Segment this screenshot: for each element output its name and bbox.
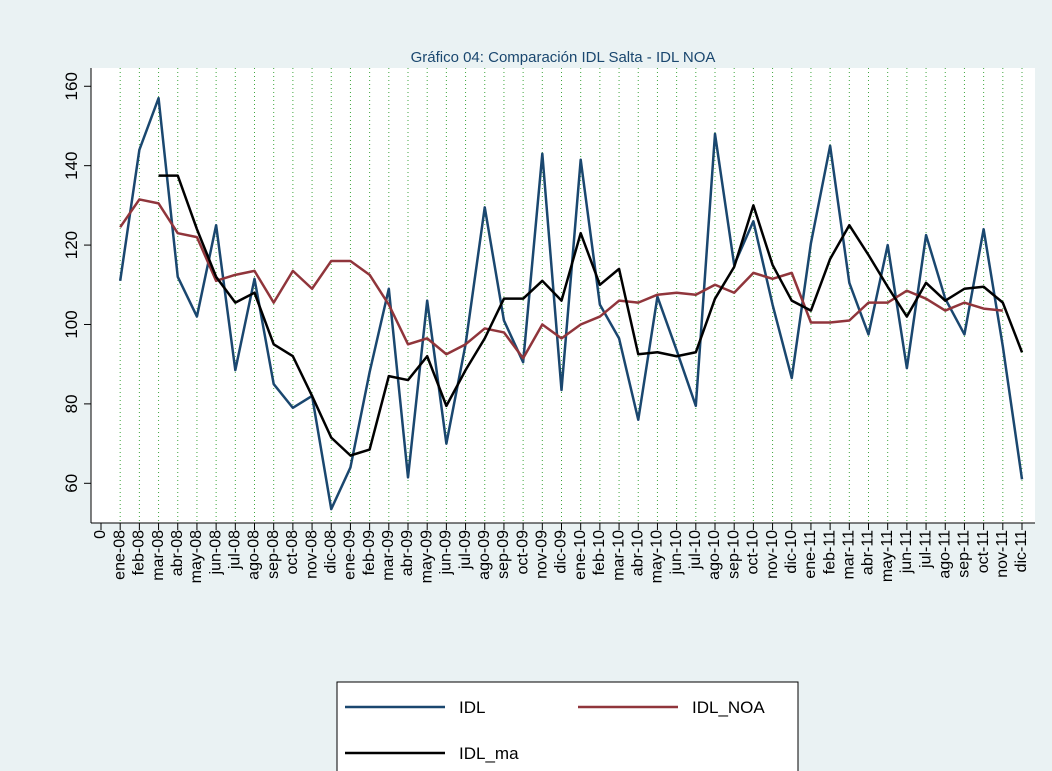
- x-tick-label: jul-10: [687, 530, 704, 570]
- x-tick-label: jul-11: [917, 530, 934, 569]
- x-tick-label: mar-10: [610, 530, 627, 581]
- legend-label: IDL: [459, 698, 485, 717]
- x-tick-label: ago-11: [936, 530, 953, 579]
- x-tick-label: nov-11: [994, 530, 1011, 578]
- x-tick-label: oct-08: [284, 530, 301, 575]
- x-tick-label: jun-09: [438, 530, 455, 576]
- y-tick-label: 160: [62, 72, 81, 100]
- x-tick-label: dic-09: [553, 530, 570, 574]
- y-tick-label: 100: [62, 310, 81, 338]
- x-tick-label: abr-08: [169, 530, 186, 576]
- x-tick-label: ago-08: [246, 530, 263, 580]
- x-tick-label: sep-09: [495, 530, 512, 579]
- x-tick-label: may-11: [879, 530, 896, 582]
- x-tick-label: abr-09: [399, 530, 416, 576]
- x-tick-label: 0: [92, 530, 109, 539]
- legend: IDL IDL_NOA IDL_ma: [336, 681, 799, 771]
- legend-box: [336, 681, 799, 771]
- x-tick-label: dic-11: [1013, 530, 1030, 572]
- legend-label: IDL_ma: [459, 744, 519, 763]
- y-tick-label: 60: [62, 474, 81, 493]
- series-line: [119, 198, 1003, 360]
- x-tick-label: nov-10: [764, 530, 781, 579]
- x-tick-label: dic-08: [322, 530, 339, 574]
- x-tick-label: ene-11: [802, 530, 819, 579]
- x-tick-label: oct-11: [975, 530, 992, 573]
- x-tick-label: nov-09: [534, 530, 551, 579]
- x-tick-label: jun-11: [898, 530, 915, 574]
- y-tick-label: 80: [62, 394, 81, 413]
- x-tick-label: mar-11: [841, 530, 858, 580]
- x-tick-label: mar-08: [150, 530, 167, 581]
- x-tick-label: nov-08: [303, 530, 320, 579]
- series-line: [158, 174, 1024, 457]
- x-tick-label: may-09: [418, 530, 435, 583]
- x-tick-label: mar-09: [380, 530, 397, 581]
- y-tick-label: 120: [62, 231, 81, 259]
- x-tick-label: dic-10: [783, 530, 800, 574]
- x-tick-label: jun-10: [668, 530, 685, 576]
- x-tick-label: may-10: [649, 530, 666, 583]
- y-tick-label: 140: [62, 151, 81, 179]
- x-tick-label: sep-11: [956, 530, 973, 578]
- x-tick-label: ago-10: [706, 530, 723, 580]
- x-tick-label: ene-09: [342, 530, 359, 580]
- x-tick-label: jul-09: [457, 530, 474, 570]
- x-tick-label: abr-11: [860, 530, 877, 575]
- chart-title: Gráfico 04: Comparación IDL Salta - IDL …: [411, 49, 716, 66]
- x-tick-label: ago-09: [476, 530, 493, 580]
- x-tick-label: feb-11: [821, 530, 838, 574]
- x-tick-label: oct-09: [514, 530, 531, 575]
- x-tick-label: may-08: [188, 530, 205, 583]
- x-tick-label: ene-10: [572, 530, 589, 580]
- x-tick-label: ene-08: [111, 530, 128, 580]
- x-tick-label: feb-08: [131, 530, 148, 575]
- legend-label: IDL_NOA: [692, 698, 765, 717]
- x-tick-label: feb-10: [591, 530, 608, 575]
- x-tick-label: sep-10: [725, 530, 742, 579]
- x-tick-label: oct-10: [745, 530, 762, 575]
- series-line: [118, 96, 1024, 511]
- x-tick-label: sep-08: [265, 530, 282, 579]
- x-tick-label: jul-08: [227, 530, 244, 570]
- x-tick-label: feb-09: [361, 530, 378, 575]
- x-tick-label: abr-10: [629, 530, 646, 576]
- x-tick-label: jun-08: [207, 530, 224, 576]
